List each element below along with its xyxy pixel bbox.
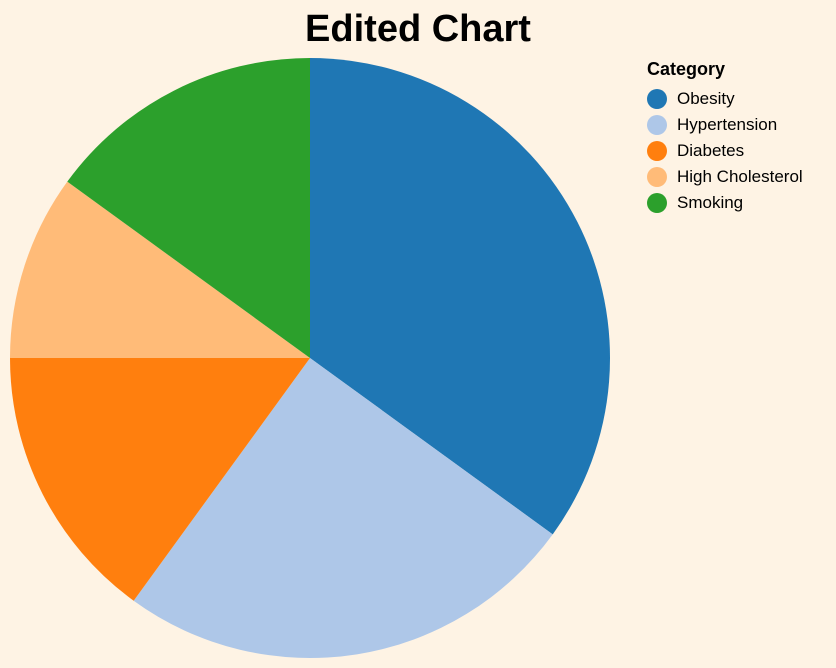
legend-swatch — [647, 89, 667, 109]
legend-item-hypertension: Hypertension — [647, 112, 803, 138]
legend-label: Diabetes — [677, 141, 745, 160]
legend-item-obesity: Obesity — [647, 86, 803, 112]
legend-item-diabetes: Diabetes — [647, 138, 803, 164]
legend-label: Obesity — [677, 89, 735, 108]
legend-title: Category — [647, 59, 726, 79]
pie-slice-obesity — [310, 58, 611, 535]
legend-swatch — [647, 193, 667, 213]
legend-item-smoking: Smoking — [647, 190, 803, 216]
legend: Category Obesity Hypertension Diabetes High… — [647, 58, 803, 216]
legend-swatch — [647, 115, 667, 135]
legend-label: Hypertension — [677, 115, 778, 134]
legend-swatch — [647, 141, 667, 161]
legend-label: Smoking — [677, 193, 744, 212]
legend-items: Obesity Hypertension Diabetes High Choleste… — [647, 86, 803, 216]
pie-slice-diabetes — [10, 358, 310, 601]
pie-slice-smoking — [67, 58, 310, 358]
legend-label: High Cholesterol — [677, 167, 803, 186]
pie-slice-high-cholesterol — [10, 181, 310, 358]
chart-title: Edited Chart — [305, 8, 531, 50]
pie-slice-hypertension — [133, 358, 553, 659]
legend-item-high-cholesterol: High Cholesterol — [647, 164, 803, 190]
legend-swatch — [647, 167, 667, 187]
